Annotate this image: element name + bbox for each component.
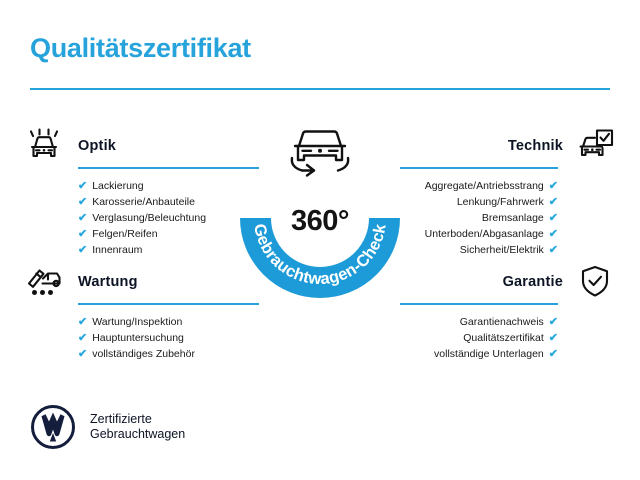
list-item-label: Innenraum: [92, 244, 143, 256]
list-item: Sicherheit/Elektrik ✔: [400, 242, 558, 258]
badge-ring: Gebrauchtwagen-Check: [240, 217, 400, 298]
check-icon: ✔: [78, 316, 88, 328]
check-icon: ✔: [78, 244, 88, 256]
list-item-label: Sicherheit/Elektrik: [459, 244, 544, 256]
footer-line-2: Gebrauchtwagen: [90, 427, 186, 441]
car-checkbox-icon: [575, 128, 615, 164]
section-optik: Optik ✔ Lackierung ✔ Karosserie/Anbauteile…: [24, 126, 259, 258]
list-item: ✔ Felgen/Reifen: [78, 226, 239, 242]
car-shine-icon: [24, 128, 64, 164]
title-divider: [30, 88, 610, 90]
list-item: ✔ Verglasung/Beleuchtung: [78, 210, 239, 226]
footer-line-1: Zertifizierte: [90, 411, 152, 426]
check-icon: ✔: [548, 244, 558, 256]
car-wrench-icon: [24, 264, 64, 300]
footer-brand: Zertifizierte Gebrauchtwagen: [30, 404, 185, 450]
list-item: Garantienachweis ✔: [400, 314, 558, 330]
list-item-label: Felgen/Reifen: [92, 228, 158, 240]
section-title-technik: Technik: [507, 138, 563, 154]
list-item-label: Verglasung/Beleuchtung: [92, 212, 207, 224]
list-item: ✔ Hauptuntersuchung: [78, 330, 239, 346]
badge-value: 360°: [291, 205, 349, 237]
page-title: Qualitätszertifikat: [30, 33, 251, 63]
check-icon: ✔: [78, 180, 88, 192]
footer-text: Zertifizierte Gebrauchtwagen: [90, 412, 185, 443]
section-underline-optik: [78, 167, 259, 169]
360-check-badge: Gebrauchtwagen-Check 360°: [232, 130, 408, 306]
list-item-label: Unterboden/Abgasanlage: [424, 228, 544, 240]
section-garantie: Garantie Garantienachweis ✔ Qualitätszert…: [400, 262, 615, 362]
section-technik: Technik Aggregate/Antriebsstrang ✔ Lenkun…: [400, 126, 615, 258]
list-item: Unterboden/Abgasanlage ✔: [400, 226, 558, 242]
list-item: ✔ vollständiges Zubehör: [78, 346, 239, 362]
check-icon: ✔: [548, 332, 558, 344]
list-item: Bremsanlage ✔: [400, 210, 558, 226]
list-item-label: Karosserie/Anbauteile: [92, 196, 195, 208]
check-icon: ✔: [78, 196, 88, 208]
check-icon: ✔: [548, 316, 558, 328]
section-list-technik: Aggregate/Antriebsstrang ✔ Lenkung/Fahrwe…: [400, 178, 558, 258]
vw-logo: [31, 405, 75, 449]
check-icon: ✔: [78, 332, 88, 344]
check-icon: ✔: [548, 348, 558, 360]
section-list-wartung: ✔ Wartung/Inspektion ✔ Hauptuntersuchung ✔…: [78, 314, 239, 362]
list-item: ✔ Karosserie/Anbauteile: [78, 194, 239, 210]
check-icon: ✔: [78, 212, 88, 224]
check-icon: ✔: [548, 196, 558, 208]
section-title-wartung: Wartung: [78, 274, 138, 290]
list-item: Aggregate/Antriebsstrang ✔: [400, 178, 558, 194]
section-underline-technik: [400, 167, 558, 169]
check-icon: ✔: [548, 180, 558, 192]
list-item-label: Qualitätszertifikat: [463, 332, 544, 344]
section-underline-wartung: [78, 303, 259, 305]
list-item-label: Aggregate/Antriebsstrang: [424, 180, 544, 192]
car-rotate-icon: [290, 130, 350, 177]
section-wartung: Wartung ✔ Wartung/Inspektion ✔ Hauptunters…: [24, 262, 259, 362]
list-item-label: Garantienachweis: [459, 316, 544, 328]
list-item-label: Hauptuntersuchung: [92, 332, 184, 344]
list-item-label: Bremsanlage: [481, 212, 544, 224]
check-icon: ✔: [548, 212, 558, 224]
list-item: ✔ Lackierung: [78, 178, 239, 194]
list-item: ✔ Wartung/Inspektion: [78, 314, 239, 330]
list-item: Qualitätszertifikat ✔: [400, 330, 558, 346]
list-item-label: vollständiges Zubehör: [92, 348, 195, 360]
check-icon: ✔: [548, 228, 558, 240]
shield-check-icon: [575, 264, 615, 300]
section-list-garantie: Garantienachweis ✔ Qualitätszertifikat ✔ v…: [400, 314, 558, 362]
check-icon: ✔: [78, 348, 88, 360]
section-underline-garantie: [400, 303, 558, 305]
section-list-optik: ✔ Lackierung ✔ Karosserie/Anbauteile ✔ Verg…: [78, 178, 239, 258]
list-item: Lenkung/Fahrwerk ✔: [400, 194, 558, 210]
check-icon: ✔: [78, 228, 88, 240]
section-title-optik: Optik: [78, 138, 117, 154]
section-title-garantie: Garantie: [502, 274, 563, 290]
list-item-label: Wartung/Inspektion: [92, 316, 183, 328]
list-item: vollständige Unterlagen ✔: [400, 346, 558, 362]
list-item-label: Lenkung/Fahrwerk: [456, 196, 544, 208]
list-item-label: vollständige Unterlagen: [434, 348, 544, 360]
list-item: ✔ Innenraum: [78, 242, 239, 258]
list-item-label: Lackierung: [92, 180, 144, 192]
